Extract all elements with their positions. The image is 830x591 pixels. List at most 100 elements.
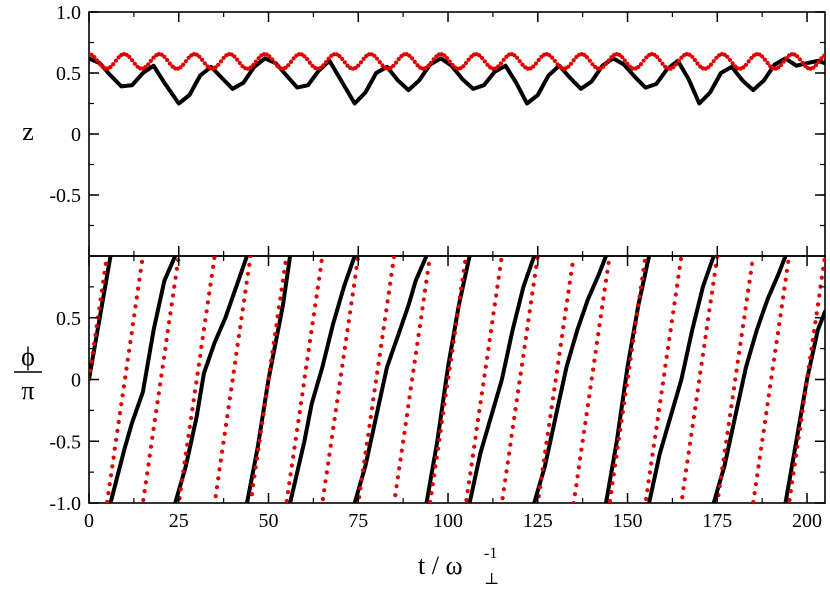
phase-dotted-point [663,363,668,368]
z-dotted-point [795,54,800,59]
z-solid-series [89,56,825,106]
z-dotted-point [536,57,541,63]
phase-dotted-point [129,331,134,336]
phase-dotted-point [402,430,407,435]
phase-dotted-point [801,400,806,405]
phase-dotted-point [593,349,598,354]
phase-dotted-point [136,286,141,291]
phase-dotted-point [139,259,145,264]
phase-dotted-point [500,496,505,501]
phase-dotted-point [407,395,412,400]
phase-dotted-point [310,321,315,326]
phase-dotted-point [298,401,304,406]
phase-dotted-point [607,498,612,503]
phase-dotted-point [216,476,221,481]
phase-dotted-point [185,442,190,447]
phase-dotted-point [616,436,622,441]
phase-dotted-point [147,453,152,458]
z-dotted-point [391,63,396,68]
phase-dotted-point [181,469,186,474]
z-dotted-point [749,55,754,61]
phase-dotted-point [540,467,545,472]
phase-dotted-point [681,486,686,491]
x-tick-label: 150 [613,510,643,532]
z-dotted-point [498,61,504,66]
phase-dotted-point [631,338,636,344]
phase-dotted-point [331,425,336,430]
phase-dotted-point [709,290,715,295]
phase-dotted-point [420,306,425,311]
phase-dotted-point [473,435,478,440]
phase-dotted-point [433,464,438,469]
phase-dotted-point [191,398,196,403]
phase-dotted-point [501,487,506,492]
phase-dotted-point [346,319,351,324]
phase-dotted-point [477,409,482,414]
phase-dotted-point [580,438,585,443]
phase-dotted-point [348,310,353,315]
phase-dotted-point [672,301,677,306]
phase-dotted-point [380,334,385,340]
phase-dotted-point [165,329,170,334]
z-dotted-point [555,62,560,67]
z-dotted-point [778,62,784,68]
phase-dotted-point [512,415,517,421]
phase-dotted-point [248,256,253,259]
phase-dotted-point [802,391,808,396]
phase-dotted-point [654,425,659,430]
phase-dotted-point [682,477,687,482]
phase-dotted-point [455,313,460,318]
phase-dotted-point [98,297,103,302]
z-dotted-point [340,56,345,62]
phase-dotted-point [647,470,653,475]
z-dotted-point [520,62,525,67]
phase-dotted-point [401,439,406,444]
z-dotted-point [496,64,501,69]
phase-dotted-point [507,451,512,456]
phase-dotted-point [319,258,324,263]
phase-dotted-point [225,414,230,419]
phase-dotted-point [160,364,165,369]
phase-dotted-point [495,284,500,289]
phase-dotted-point [240,307,245,312]
phase-dotted-point [291,454,296,459]
z-dotted-point [552,58,557,64]
phase-dotted-point [205,300,210,305]
phase-dotted-point [164,337,169,343]
phase-dotted-point [391,256,397,260]
phase-dotted-point [494,293,499,298]
phase-dotted-point [192,389,198,394]
phase-dotted-point [782,286,787,291]
z-dotted-point [620,55,625,60]
top-y-axis-label: z [22,117,34,146]
phase-dotted-point [371,397,376,402]
phase-dotted-point [579,447,584,452]
z-dotted-point [97,61,102,66]
phase-dotted-point [718,475,724,480]
phase-dotted-point [362,459,367,464]
phase-dotted-point [262,403,267,408]
phase-solid-segment [647,256,716,503]
phase-dotted-point [482,373,487,378]
phase-dotted-point [425,270,430,275]
phase-dotted-point [742,315,747,320]
z-dotted-point [380,63,385,68]
phase-dotted-point [227,396,232,401]
phase-dotted-point [332,416,337,422]
z-dotted-point [641,58,646,63]
phase-dotted-point [234,351,239,356]
phase-dotted-point [406,404,411,409]
phase-dotted-point [526,318,531,323]
z-dotted-point [442,53,447,58]
phase-dotted-point [327,452,332,457]
phase-dotted-point [726,421,731,427]
phase-dotted-point [479,391,484,396]
phase-dotted-point [292,445,297,450]
phase-dotted-point [572,492,578,497]
phase-dotted-point [558,342,563,347]
phase-dotted-point [322,488,327,493]
z-dotted-point [302,54,307,59]
phase-dotted-point [358,486,363,491]
bottom-y-axis-label: ϕ π [14,342,42,405]
z-dotted-point [531,64,536,69]
